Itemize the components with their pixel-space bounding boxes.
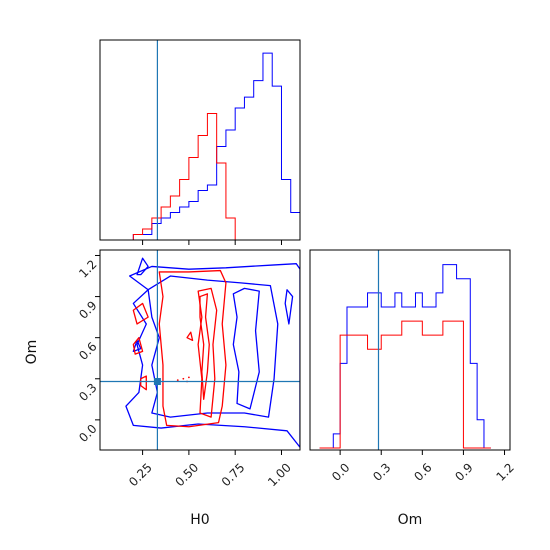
contour-blue-2 [232, 287, 260, 410]
x-tick-label: 0.25 [126, 460, 155, 489]
om-histogram-blue [319, 264, 491, 449]
x-tick-label: 0.9 [452, 460, 475, 483]
x-tick-label: 0.0 [329, 460, 352, 483]
om-histogram-red [319, 320, 491, 449]
om-histogram-panel: 0.0 0.3 0.6 0.9 1.2 [309, 249, 517, 484]
truth-marker [153, 378, 161, 386]
om-axis-label-bottom: Om [398, 512, 423, 528]
contour-red-3 [132, 302, 149, 325]
h0-histogram-blue [124, 52, 300, 240]
h0-om-contour-panel: 0.25 0.50 0.75 1.00 0.0 0.3 0.6 0.9 1.2 [76, 249, 301, 489]
contour-frame [99, 249, 301, 451]
contour-red-4 [132, 337, 144, 355]
contour-blue-3 [284, 289, 294, 325]
y-tick-label: 0.9 [76, 298, 99, 321]
y-tick-label: 0.3 [76, 381, 99, 404]
contour-blue-1 [147, 275, 279, 418]
contour-red-2 [199, 293, 210, 400]
y-tick-label: 0.0 [76, 422, 99, 445]
om-axis-label-left: Om [24, 340, 40, 365]
x-tick-label: 0.6 [411, 460, 434, 483]
om-histogram-frame [309, 249, 511, 451]
x-tick-label: 0.50 [172, 460, 201, 489]
contour-blue-5 [132, 339, 142, 353]
sample-point [176, 379, 179, 382]
contour-blue-0 [125, 263, 300, 448]
contour-red-6 [186, 331, 194, 342]
contour-red-1 [197, 287, 218, 418]
h0-histogram-frame [99, 39, 301, 241]
x-tick-label: 1.00 [265, 460, 294, 489]
contour-blue-4 [136, 257, 149, 276]
x-tick-label: 0.75 [219, 460, 248, 489]
y-tick-label: 1.2 [76, 257, 99, 280]
x-tick-label: 0.3 [370, 460, 393, 483]
contour-red-5 [140, 375, 147, 391]
h0-histogram-panel [99, 39, 301, 245]
sample-point [182, 377, 185, 380]
h0-axis-label: H0 [190, 512, 209, 528]
y-tick-label: 0.6 [76, 339, 99, 362]
h0-histogram-red [124, 113, 300, 240]
contour-red-0 [158, 269, 227, 428]
x-tick-label: 1.2 [493, 460, 516, 483]
sample-point [187, 376, 190, 379]
